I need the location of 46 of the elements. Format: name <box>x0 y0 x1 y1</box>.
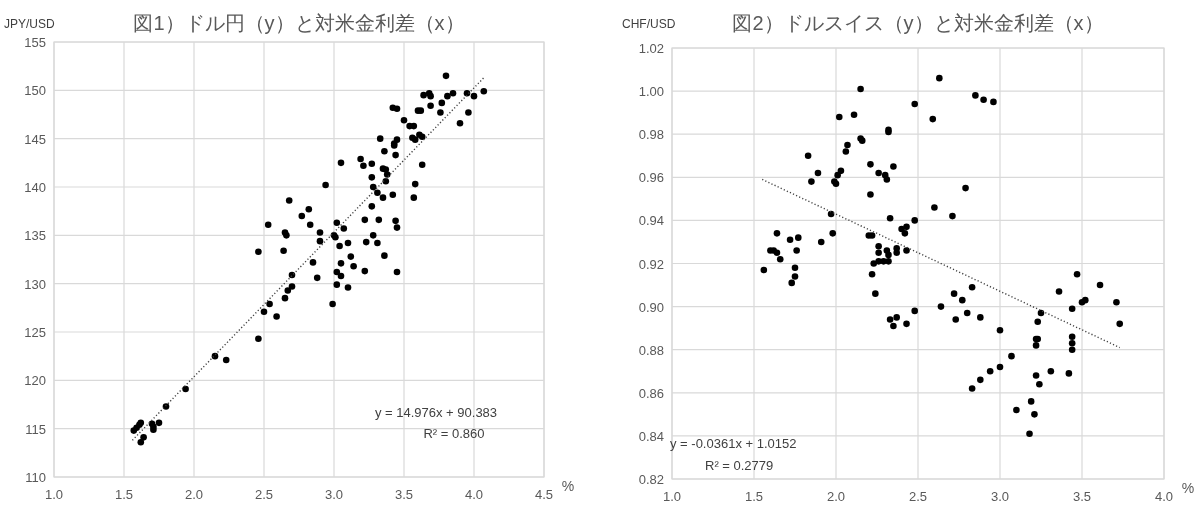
chart-title: 図1）ドル円（y）と対米金利差（x） <box>133 12 465 34</box>
y-tick-label: 120 <box>24 373 46 389</box>
x-tick-label: 4.0 <box>464 487 484 502</box>
y-tick-label: 0.84 <box>638 428 664 444</box>
y-tick-label: 125 <box>24 325 46 340</box>
y-tick-label: 1.02 <box>638 41 664 56</box>
y-tick-label: 135 <box>24 228 46 244</box>
y-tick-label: 0.86 <box>638 385 664 401</box>
chart-title: 図2）ドルスイス（y）と対米金利差（x） <box>732 12 1104 34</box>
annotation: R² = 0.2779 <box>705 458 774 473</box>
x-tick-label: 3.0 <box>990 489 1010 504</box>
x-tick-label: 1.0 <box>662 489 682 504</box>
x-tick-label: 3.5 <box>394 487 414 502</box>
y-tick-label: 110 <box>25 470 46 485</box>
y-tick-label: 0.88 <box>638 342 664 358</box>
y-tick-label: 150 <box>24 83 46 99</box>
y-tick-label: 0.90 <box>638 299 664 315</box>
y-tick-label: 0.92 <box>638 256 664 272</box>
x-tick-label: 1.0 <box>44 487 64 502</box>
x-tick-label: 2.0 <box>184 487 204 502</box>
x-axis-title: % <box>1181 480 1195 496</box>
y-tick-label: 1.00 <box>638 84 664 100</box>
x-tick-label: 3.5 <box>1072 489 1092 504</box>
y-axis-title: CHF/USD <box>622 17 676 31</box>
x-tick-label: 3.0 <box>324 487 344 502</box>
x-tick-label: 2.0 <box>826 489 846 504</box>
y-tick-label: 0.96 <box>638 170 664 186</box>
x-tick-label: 4.5 <box>534 487 554 502</box>
y-tick-label: 155 <box>24 35 46 50</box>
y-tick-label: 140 <box>24 180 46 195</box>
annotation: y = -0.0361x + 1.0152 <box>670 436 797 451</box>
y-tick-label: 130 <box>24 276 46 292</box>
y-tick-label: 0.98 <box>638 127 664 143</box>
annotation: R² = 0.860 <box>423 426 485 441</box>
annotation: y = 14.976x + 90.383 <box>374 405 498 420</box>
x-tick-label: 2.5 <box>254 487 274 502</box>
y-tick-label: 115 <box>25 421 46 437</box>
y-tick-label: 0.82 <box>638 472 664 487</box>
x-axis-title: % <box>561 478 575 494</box>
x-tick-label: 2.5 <box>908 489 928 504</box>
x-tick-label: 1.5 <box>114 487 134 502</box>
x-tick-label: 4.0 <box>1154 489 1174 504</box>
y-tick-label: 145 <box>24 131 46 147</box>
y-tick-label: 0.94 <box>638 213 664 229</box>
y-axis-title: JPY/USD <box>4 17 56 31</box>
x-tick-label: 1.5 <box>744 489 764 504</box>
